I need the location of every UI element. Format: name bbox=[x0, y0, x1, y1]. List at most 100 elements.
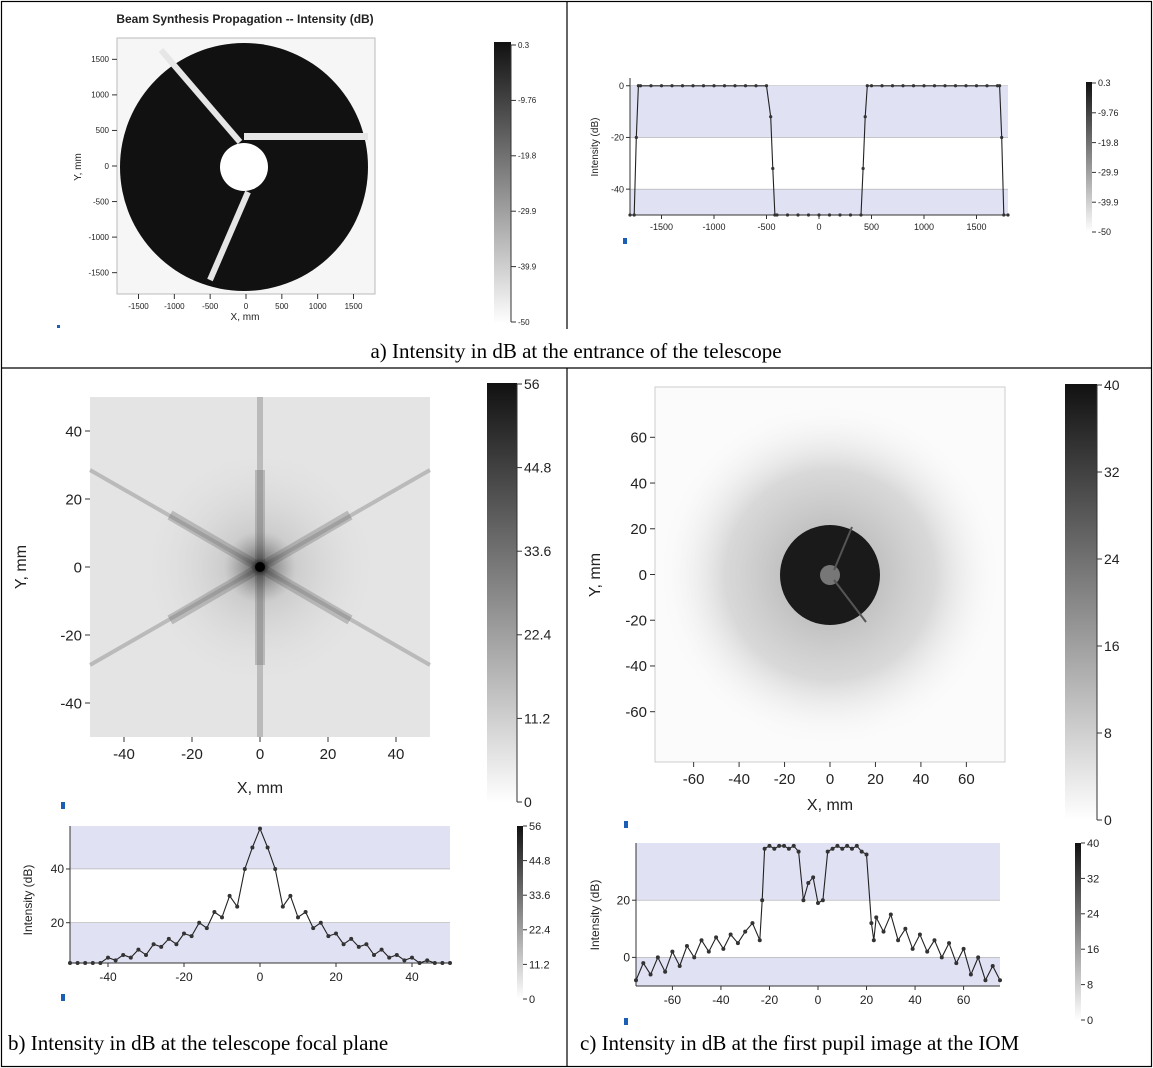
colorbar-tick-label: 44.8 bbox=[524, 460, 551, 476]
chart-c-profile: 20 0 -60 -40 -20 0 20 40 60 Intensity (dB) 40 32 2… bbox=[588, 838, 1099, 1027]
data-point bbox=[827, 213, 832, 217]
x-tick-label: 1500 bbox=[966, 222, 986, 232]
data-point bbox=[334, 931, 338, 936]
colorbar-ticks: 56 44.8 33.6 22.4 11.2 0 bbox=[523, 821, 550, 1006]
x-ticks: -40 -20 0 20 40 bbox=[113, 737, 404, 763]
data-point bbox=[838, 213, 842, 217]
caption-c: c) Intensity in dB at the first pupil im… bbox=[580, 1031, 1019, 1055]
data-point bbox=[326, 934, 331, 939]
data-point bbox=[976, 955, 981, 960]
data-point bbox=[901, 84, 905, 88]
colorbar-tick-label: 22.4 bbox=[524, 627, 551, 643]
data-point bbox=[288, 893, 293, 898]
data-point bbox=[735, 941, 740, 946]
central-obscuration bbox=[220, 143, 268, 191]
data-point bbox=[701, 84, 706, 88]
data-point bbox=[128, 955, 133, 960]
marker bbox=[624, 1018, 628, 1025]
colorbar-tick-label: 0 bbox=[524, 794, 532, 810]
x-tick-label: -40 bbox=[99, 970, 117, 984]
colorbar-tick-label: 33.6 bbox=[529, 890, 550, 902]
x-tick-label: 40 bbox=[405, 970, 419, 984]
data-point bbox=[303, 909, 308, 914]
y-axis-label: Y, mm bbox=[73, 153, 84, 181]
colorbar-tick-label: 40 bbox=[1087, 838, 1099, 850]
data-point bbox=[910, 946, 915, 951]
colorbar-tick-label: 0 bbox=[529, 994, 535, 1006]
data-point bbox=[848, 213, 853, 217]
data-point bbox=[733, 84, 737, 88]
colorbar-tick-label: 0 bbox=[1087, 1015, 1093, 1027]
marker bbox=[624, 821, 628, 828]
data-point bbox=[864, 852, 869, 857]
data-point bbox=[835, 843, 840, 848]
data-point bbox=[432, 961, 437, 965]
data-point bbox=[280, 904, 285, 909]
data-point bbox=[394, 952, 399, 957]
data-point bbox=[854, 843, 859, 848]
x-tick-label: 20 bbox=[867, 771, 884, 788]
data-point bbox=[911, 84, 916, 88]
data-point bbox=[998, 978, 1002, 983]
data-point bbox=[425, 958, 430, 963]
y-tick-label: 60 bbox=[630, 430, 647, 447]
data-point bbox=[166, 936, 171, 941]
data-point bbox=[212, 909, 217, 914]
data-point bbox=[880, 84, 884, 88]
data-point bbox=[825, 849, 830, 854]
x-tick-label: -20 bbox=[761, 993, 779, 1007]
data-point bbox=[136, 947, 141, 952]
data-point bbox=[840, 846, 845, 851]
colorbar-tick-label: -9.76 bbox=[518, 96, 537, 105]
x-tick-label: 1500 bbox=[345, 302, 363, 311]
data-point bbox=[849, 846, 854, 851]
y-tick-label: -500 bbox=[93, 197, 110, 206]
data-point bbox=[402, 958, 407, 963]
y-ticks: 1500 1000 500 0 -500 -1000 -1500 bbox=[89, 55, 117, 277]
data-point bbox=[820, 898, 825, 903]
y-tick-label: 0 bbox=[639, 567, 647, 584]
data-point bbox=[830, 846, 835, 851]
x-ticks: -1500 -1000 -500 0 500 1000 1500 bbox=[128, 294, 363, 311]
data-point bbox=[632, 213, 636, 217]
colorbar-ticks: 40 32 24 16 8 0 bbox=[1096, 377, 1120, 828]
y-tick-label: -1000 bbox=[89, 233, 110, 242]
x-tick-label: 0 bbox=[815, 993, 822, 1007]
data-point bbox=[943, 84, 947, 88]
data-point bbox=[890, 84, 895, 88]
colorbar-tick-label: -50 bbox=[518, 318, 530, 327]
data-point bbox=[448, 961, 452, 965]
data-point bbox=[806, 881, 811, 886]
colorbar-tick-label: 22.4 bbox=[529, 925, 550, 937]
x-tick-label: 20 bbox=[320, 746, 337, 763]
data-point bbox=[706, 949, 711, 954]
data-point bbox=[712, 84, 716, 88]
data-point bbox=[684, 943, 689, 948]
data-point bbox=[796, 213, 800, 217]
data-point bbox=[670, 949, 675, 954]
chart-a-profile: 0 -20 -40 -1500 -1000 -500 0 500 1000 1500 Intens… bbox=[590, 78, 1119, 244]
x-tick-label: -1500 bbox=[650, 222, 673, 232]
data-point bbox=[68, 961, 72, 965]
data-point bbox=[760, 898, 765, 903]
data-point bbox=[932, 938, 937, 943]
data-point bbox=[1002, 213, 1006, 217]
x-tick-label: 0 bbox=[826, 771, 834, 788]
data-point bbox=[954, 961, 959, 966]
spider-vane bbox=[833, 526, 853, 571]
y-tick-label: 20 bbox=[51, 916, 65, 930]
data-point bbox=[90, 961, 95, 965]
x-tick-label: 20 bbox=[860, 993, 874, 1007]
data-point bbox=[655, 955, 660, 960]
x-tick-label: -40 bbox=[712, 993, 730, 1007]
data-point bbox=[772, 846, 777, 851]
y-tick-label: 500 bbox=[96, 126, 110, 135]
colorbar-tick-label: 11.2 bbox=[524, 710, 550, 726]
data-point bbox=[816, 901, 820, 906]
data-point bbox=[796, 849, 801, 854]
data-point bbox=[721, 946, 726, 951]
chart-b-profile: 40 20 -40 -20 0 20 40 Intensity (dB) 56 44.8 33.… bbox=[21, 821, 550, 1006]
colorbar-ticks: 0.3 -9.76 -19.8 -29.9 -39.9 -50 bbox=[1092, 78, 1119, 237]
